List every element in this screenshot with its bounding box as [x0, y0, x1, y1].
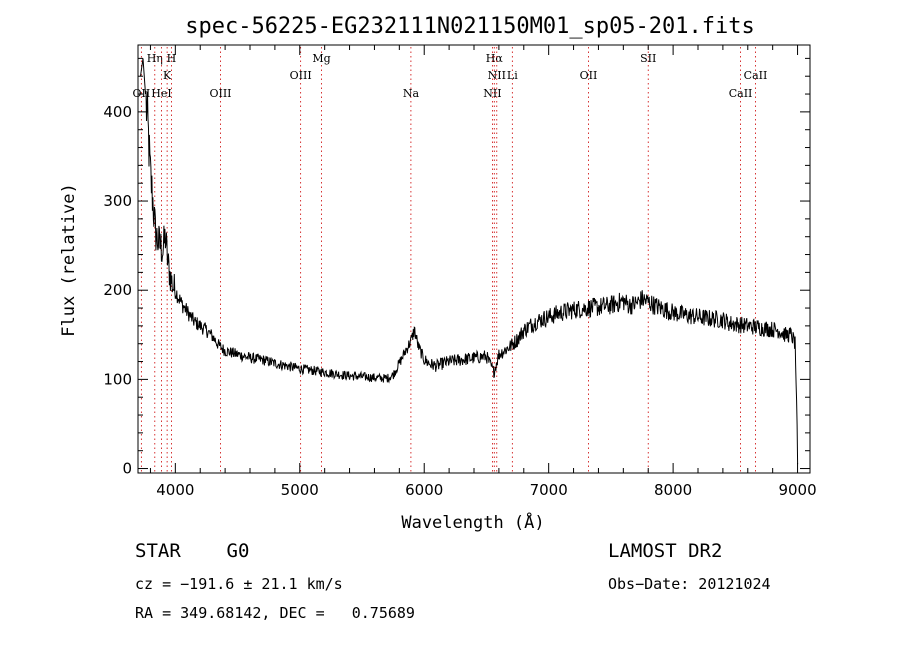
y-tick-label-3: 300 [103, 192, 132, 210]
x-tick-label-4: 8000 [654, 481, 692, 499]
line-label-13: OII [580, 69, 598, 82]
x-axis-label: Wavelength (Å) [401, 511, 544, 533]
line-label-8: Na [403, 87, 420, 100]
plot-frame [137, 44, 811, 474]
x-tick-label-2: 6000 [405, 481, 443, 499]
x-tick-label-3: 7000 [530, 481, 568, 499]
line-label-14: SII [640, 52, 656, 65]
line-label-4: H [167, 52, 177, 65]
obs-date-text: Obs−Date: 20121024 [608, 575, 771, 593]
spectrum-line [140, 58, 799, 465]
line-label-12: Li [507, 69, 518, 82]
y-tick-label-1: 100 [103, 370, 132, 388]
x-tick-label-5: 9000 [778, 481, 816, 499]
line-label-11: NII [488, 69, 506, 82]
redshift-text: cz = −191.6 ± 21.1 km/s [135, 575, 343, 593]
y-tick-label-4: 400 [103, 103, 132, 121]
line-label-16: CaII [744, 69, 768, 82]
x-tick-label-0: 4000 [156, 481, 194, 499]
line-label-15: CaII [729, 87, 753, 100]
spectrum-chart: spec-56225-EG232111N021150M01_sp05-201.f… [59, 14, 817, 533]
object-class: STAR G0 [135, 540, 250, 562]
y-axis-label: Flux (relative) [59, 183, 79, 337]
line-label-3: K [163, 69, 172, 82]
line-label-2: HeI [151, 87, 171, 100]
line-label-1: Hη [147, 52, 163, 65]
line-label-10: NII [483, 87, 501, 100]
survey-name: LAMOST DR2 [608, 540, 723, 562]
line-label-6: OIII [290, 69, 312, 82]
line-label-7: Mg [312, 52, 330, 65]
x-tick-label-1: 5000 [281, 481, 319, 499]
line-label-5: OIII [209, 87, 231, 100]
chart-title: spec-56225-EG232111N021150M01_sp05-201.f… [185, 14, 755, 39]
coordinates-text: RA = 349.68142, DEC = 0.75689 [135, 604, 415, 622]
y-tick-label-2: 200 [103, 281, 132, 299]
axis-ticks: 4000 5000 6000 7000 8000 9000 0 100 200 300 400 [103, 45, 817, 499]
line-label-9: Hα [486, 52, 504, 65]
y-tick-label-0: 0 [122, 460, 132, 478]
